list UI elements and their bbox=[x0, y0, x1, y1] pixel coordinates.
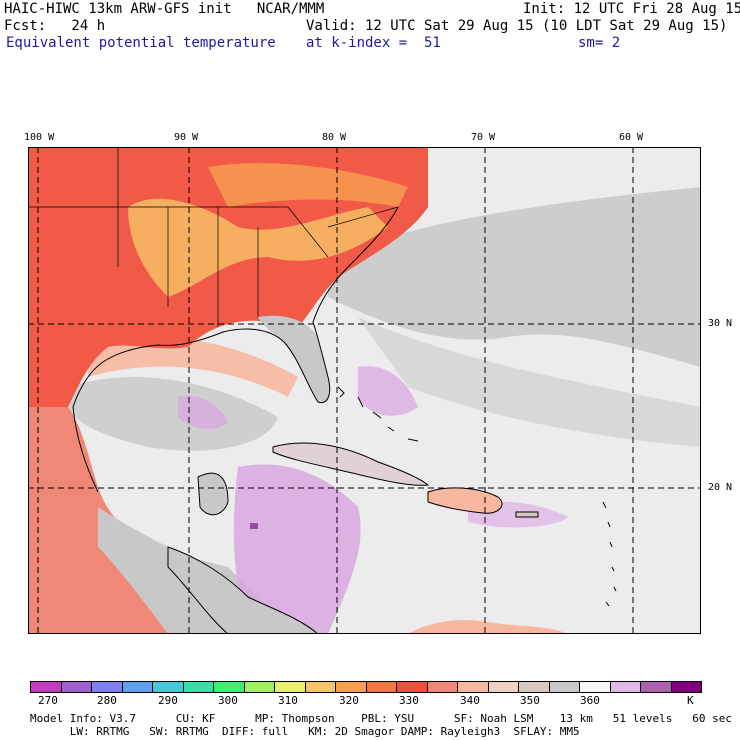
us-coastline bbox=[72, 206, 399, 493]
colorbar-tick-label: 330 bbox=[399, 694, 419, 707]
us-land-warm bbox=[28, 147, 428, 407]
colorbar-swatch bbox=[427, 682, 458, 692]
colorbar-swatch bbox=[122, 682, 153, 692]
colorbar-swatch bbox=[183, 682, 214, 692]
colorbar-swatch bbox=[31, 682, 62, 692]
colorbar-tick-label: 270 bbox=[38, 694, 58, 707]
florida-land bbox=[258, 315, 330, 404]
atlantic-gray-band bbox=[328, 187, 701, 367]
lon-label-90w: 90 W bbox=[174, 132, 199, 143]
bahamas-islands bbox=[337, 386, 419, 442]
lesser-antilles-islands bbox=[602, 501, 617, 607]
lat-label-30n: 30 N bbox=[708, 318, 733, 329]
colorbar-swatch bbox=[519, 682, 550, 692]
dark-purple-spot bbox=[250, 523, 258, 529]
yucatan-land bbox=[197, 472, 229, 516]
colorbar-swatch bbox=[305, 682, 336, 692]
colorbar-swatch bbox=[488, 682, 519, 692]
colorbar-swatch bbox=[549, 682, 580, 692]
colorbar-swatch bbox=[92, 682, 123, 692]
map-border bbox=[28, 147, 701, 634]
theta-e-map bbox=[28, 147, 701, 634]
header-field-name: Equivalent potential temperature bbox=[6, 35, 276, 51]
puerto-rico-land bbox=[515, 511, 539, 518]
colorbar-swatch bbox=[671, 682, 701, 692]
colorbar-swatch bbox=[336, 682, 367, 692]
colorbar-tick-label: 360 bbox=[580, 694, 600, 707]
header-smoothing: sm= 2 bbox=[578, 35, 621, 51]
colorbar-tick-label: 310 bbox=[278, 694, 298, 707]
lon-label-70w: 70 W bbox=[471, 132, 496, 143]
colorbar-swatch bbox=[153, 682, 184, 692]
lon-label-80w: 80 W bbox=[322, 132, 347, 143]
colorbar-swatch bbox=[214, 682, 245, 692]
colorbar-swatch bbox=[641, 682, 672, 692]
central-america-land bbox=[167, 546, 319, 634]
cuba-land bbox=[272, 442, 430, 486]
colorbar-tick-label: 300 bbox=[218, 694, 238, 707]
map-canvas bbox=[28, 147, 701, 634]
state-boundaries bbox=[28, 147, 399, 327]
lon-label-100w: 100 W bbox=[24, 132, 55, 143]
caribbean-purple-3 bbox=[358, 366, 418, 416]
colorbar-tick-label: 280 bbox=[97, 694, 117, 707]
lon-label-60w: 60 W bbox=[619, 132, 644, 143]
colorbar-swatch bbox=[458, 682, 489, 692]
header-forecast-hour: Fcst: 24 h bbox=[4, 18, 106, 34]
caribbean-purple-1 bbox=[233, 464, 361, 634]
gulf-gray-band bbox=[68, 377, 278, 451]
colorbar-swatch bbox=[397, 682, 428, 692]
colorbar-swatch bbox=[366, 682, 397, 692]
lat-lon-grid bbox=[28, 147, 701, 634]
header-k-index: at k-index = 51 bbox=[306, 35, 441, 51]
colorbar bbox=[30, 681, 702, 693]
colorbar-tick-label: 290 bbox=[158, 694, 178, 707]
header-model-title: HAIC-HIWC 13km ARW-GFS init NCAR/MMM bbox=[4, 1, 325, 17]
us-land-orange bbox=[208, 163, 408, 207]
colorbar-swatch bbox=[610, 682, 641, 692]
colorbar-tick-label: 350 bbox=[520, 694, 540, 707]
colorbar-swatch bbox=[275, 682, 306, 692]
caribbean-purple-2 bbox=[178, 395, 228, 429]
colorbar-swatch bbox=[244, 682, 275, 692]
colorbar-tick-label: K bbox=[687, 694, 694, 707]
colorbar-tick-label: 320 bbox=[339, 694, 359, 707]
south-america-land bbox=[408, 620, 568, 634]
colorbar-tick-label: 340 bbox=[460, 694, 480, 707]
colorbar-swatch bbox=[580, 682, 611, 692]
header-valid-time: Valid: 12 UTC Sat 29 Aug 15 (10 LDT Sat … bbox=[306, 18, 728, 34]
footer-model-info-1: Model Info: V3.7 CU: KF MP: Thompson PBL… bbox=[30, 712, 732, 725]
header-init-time: Init: 12 UTC Fri 28 Aug 15 bbox=[523, 1, 740, 17]
colorbar-swatch bbox=[61, 682, 92, 692]
footer-model-info-2: LW: RRTMG SW: RRTMG DIFF: full KM: 2D Sm… bbox=[30, 725, 580, 738]
lat-label-20n: 20 N bbox=[708, 482, 733, 493]
gulf-pink-band bbox=[88, 337, 298, 397]
atlantic-gray-band-2 bbox=[358, 317, 701, 447]
